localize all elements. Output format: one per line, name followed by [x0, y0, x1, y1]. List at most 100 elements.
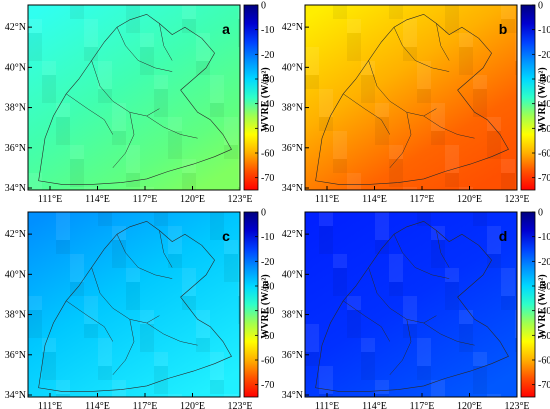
map-cell — [70, 268, 84, 282]
map-cell — [182, 296, 196, 310]
colorbar-tick-label: -40 — [538, 306, 550, 317]
map-cell — [210, 75, 224, 89]
lon-tick-label: 120°E — [457, 401, 482, 409]
map-cell — [182, 5, 196, 19]
lat-tick-label: 40°N — [282, 269, 303, 280]
map-cell — [473, 75, 487, 89]
map-cell — [126, 296, 140, 310]
lon-tick-label: 114°E — [85, 194, 110, 205]
lon-tick-label: 111°E — [38, 401, 62, 409]
colorbar-label: WVRE (W/m²) — [537, 67, 548, 131]
map-cell — [403, 324, 417, 338]
lon-tick-label: 111°E — [38, 194, 62, 205]
map-cell — [238, 5, 240, 19]
province-border — [389, 319, 412, 375]
map-cell — [196, 47, 210, 61]
map-cell — [168, 131, 182, 145]
map-cell — [515, 47, 517, 61]
panel-c: 34°N 36°N 38°N 40°N 42°N 111°E 114°E 117°E 120°E… — [5, 208, 275, 409]
lon-tick-label: 114°E — [362, 401, 387, 409]
map-cell — [112, 131, 126, 145]
map-cell — [140, 33, 154, 47]
province-border — [423, 322, 475, 346]
map-cell — [319, 240, 333, 254]
map-cell — [182, 187, 196, 190]
map-cell — [84, 296, 98, 310]
map-cell — [501, 187, 515, 190]
lon-tick-label: 123°E — [227, 194, 252, 205]
map-cell — [431, 103, 445, 117]
panel-b: 34°N 36°N 38°N 40°N 42°N 111°E 114°E 117°E 120°E… — [282, 1, 550, 206]
map-cell — [154, 352, 168, 366]
lat-tick-label: 38°N — [5, 310, 26, 321]
province-border — [368, 267, 437, 324]
map-cell — [56, 226, 70, 240]
map-cell — [210, 103, 224, 117]
map-cell — [154, 75, 168, 89]
map-cell — [375, 240, 389, 254]
map-cell — [445, 173, 459, 187]
map-cell — [459, 324, 473, 338]
map-cell — [98, 366, 112, 380]
lon-tick-label: 123°E — [504, 401, 529, 409]
map-cell — [168, 394, 182, 397]
map-cell — [333, 282, 347, 296]
map-cell — [42, 352, 56, 366]
map-cell — [84, 187, 98, 190]
map-cell — [487, 240, 501, 254]
colorbar-label: WVRE (W/m²) — [260, 274, 271, 338]
lon-tick-label: 111°E — [315, 194, 339, 205]
map-cell — [84, 47, 98, 61]
map-cell — [333, 5, 347, 19]
map-cell — [361, 89, 375, 103]
province-border — [91, 267, 160, 324]
colorbar-tick-label: -60 — [261, 149, 274, 160]
province-border — [159, 23, 173, 61]
map-cell — [196, 324, 210, 338]
map-cell — [98, 338, 112, 352]
map-cell — [126, 5, 140, 19]
colorbar — [520, 211, 536, 398]
map-cell — [375, 103, 389, 117]
map-frame — [304, 4, 518, 191]
lat-tick-label: 40°N — [5, 62, 26, 73]
colorbar-tick-label: -70 — [261, 380, 274, 391]
map-cell — [473, 103, 487, 117]
province-border — [66, 93, 114, 135]
map-cell — [140, 324, 154, 338]
map-cell — [28, 324, 42, 338]
map-cell — [487, 145, 501, 159]
map-cell — [70, 173, 84, 187]
map-cell — [56, 240, 70, 254]
map-cell — [70, 145, 84, 159]
colorbar-tick-label: -30 — [261, 282, 274, 293]
map-cell — [361, 352, 375, 366]
map-cell — [126, 159, 140, 173]
map-cell — [238, 173, 240, 187]
map-cell — [319, 226, 333, 240]
map-frame — [27, 211, 241, 398]
lat-tick-label: 36°N — [5, 143, 26, 154]
map-cell — [238, 310, 240, 324]
map-cell — [84, 19, 98, 33]
map-cell — [42, 75, 56, 89]
map-cell — [501, 282, 515, 296]
map-cell — [98, 75, 112, 89]
map-cell — [140, 61, 154, 75]
map-cell — [112, 117, 126, 131]
panel-letter: d — [499, 228, 508, 244]
map-cell — [154, 103, 168, 117]
map-cell — [389, 173, 403, 187]
province-border — [159, 230, 173, 268]
map-cell — [431, 254, 445, 268]
lon-tick-label: 117°E — [410, 401, 435, 409]
map-cell — [501, 296, 515, 310]
map-cell — [140, 338, 154, 352]
map-cell — [487, 394, 501, 397]
map-cell — [459, 310, 473, 324]
map-cell — [445, 296, 459, 310]
map-cell — [389, 145, 403, 159]
colorbar-tick-label: 0 — [538, 1, 543, 12]
colorbar-tick-label: -10 — [261, 232, 274, 243]
